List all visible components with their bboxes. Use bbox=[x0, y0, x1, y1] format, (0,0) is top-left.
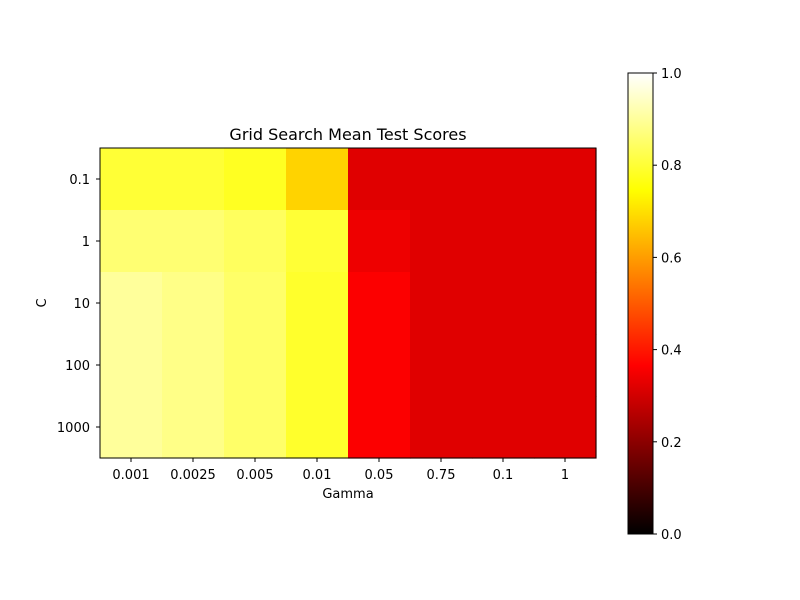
heatmap-cell-3-6 bbox=[472, 334, 535, 397]
x-tick-label: 0.0025 bbox=[170, 468, 216, 483]
heatmap-cell-1-7 bbox=[534, 210, 597, 273]
heatmap-cell-2-5 bbox=[410, 272, 473, 335]
heatmap-cell-0-0 bbox=[100, 148, 163, 211]
heatmap-cell-4-6 bbox=[472, 396, 535, 459]
x-tick-label: 0.01 bbox=[303, 468, 332, 483]
heatmap-cell-3-7 bbox=[534, 334, 597, 397]
colorbar-tick-label: 0.8 bbox=[661, 159, 682, 174]
heatmap-cell-4-3 bbox=[286, 396, 349, 459]
heatmap-cell-3-1 bbox=[162, 334, 225, 397]
heatmap-cell-2-0 bbox=[100, 272, 163, 335]
x-axis-label: Gamma bbox=[322, 487, 373, 502]
heatmap-cell-4-7 bbox=[534, 396, 597, 459]
x-tick-label: 0.1 bbox=[493, 468, 514, 483]
heatmap-cell-1-4 bbox=[348, 210, 411, 273]
heatmap-cell-4-5 bbox=[410, 396, 473, 459]
y-axis-ticks: 0.1 1 10 100 1000 bbox=[57, 173, 100, 436]
x-tick-label: 0.05 bbox=[365, 468, 394, 483]
heatmap-cell-0-3 bbox=[286, 148, 349, 211]
y-tick-label: 100 bbox=[65, 359, 90, 374]
colorbar bbox=[627, 72, 654, 535]
colorbar-tick-label: 0.2 bbox=[661, 436, 682, 451]
chart-title: Grid Search Mean Test Scores bbox=[229, 125, 466, 144]
y-tick-label: 0.1 bbox=[69, 173, 90, 188]
x-tick-label: 1 bbox=[561, 468, 569, 483]
heatmap-cell-0-7 bbox=[534, 148, 597, 211]
heatmap-cell-2-3 bbox=[286, 272, 349, 335]
heatmap-cell-1-3 bbox=[286, 210, 349, 273]
heatmap-cell-3-4 bbox=[348, 334, 411, 397]
heatmap-cell-0-5 bbox=[410, 148, 473, 211]
heatmap-cell-1-1 bbox=[162, 210, 225, 273]
heatmap-cell-3-2 bbox=[224, 334, 287, 397]
heatmap-cell-0-4 bbox=[348, 148, 411, 211]
heatmap-cell-4-2 bbox=[224, 396, 287, 459]
colorbar-tick-label: 0.4 bbox=[661, 344, 682, 359]
heatmap-cell-0-2 bbox=[224, 148, 287, 211]
heatmap-cell-2-1 bbox=[162, 272, 225, 335]
y-tick-label: 1 bbox=[82, 235, 90, 250]
heatmap-cell-3-3 bbox=[286, 334, 349, 397]
heatmap-cell-4-1 bbox=[162, 396, 225, 459]
heatmap-cell-2-2 bbox=[224, 272, 287, 335]
colorbar-tick-label: 0.6 bbox=[661, 251, 682, 266]
heatmap-cell-2-7 bbox=[534, 272, 597, 335]
heatmap-cell-1-0 bbox=[100, 210, 163, 273]
heatmap-cell-0-6 bbox=[472, 148, 535, 211]
heatmap-cell-0-1 bbox=[162, 148, 225, 211]
y-tick-label: 10 bbox=[73, 297, 90, 312]
heatmap-cells bbox=[100, 148, 597, 459]
heatmap-cell-3-5 bbox=[410, 334, 473, 397]
y-axis-label: C bbox=[35, 298, 50, 307]
heatmap-cell-2-6 bbox=[472, 272, 535, 335]
colorbar-tick-label: 1.0 bbox=[661, 67, 682, 82]
heatmap-cell-2-4 bbox=[348, 272, 411, 335]
x-tick-label: 0.001 bbox=[112, 468, 149, 483]
heatmap-cell-1-6 bbox=[472, 210, 535, 273]
heatmap-cell-1-2 bbox=[224, 210, 287, 273]
y-tick-label: 1000 bbox=[57, 421, 90, 436]
heatmap-cell-3-0 bbox=[100, 334, 163, 397]
heatmap-cell-4-0 bbox=[100, 396, 163, 459]
heatmap-cell-4-4 bbox=[348, 396, 411, 459]
x-tick-label: 0.005 bbox=[236, 468, 273, 483]
x-axis-ticks: 0.001 0.0025 0.005 0.01 0.05 0.75 0.1 1 bbox=[112, 458, 569, 483]
x-tick-label: 0.75 bbox=[427, 468, 456, 483]
colorbar-ticks: 0.0 0.2 0.4 0.6 0.8 1.0 bbox=[653, 67, 682, 543]
colorbar-tick-label: 0.0 bbox=[661, 528, 682, 543]
heatmap-cell-1-5 bbox=[410, 210, 473, 273]
